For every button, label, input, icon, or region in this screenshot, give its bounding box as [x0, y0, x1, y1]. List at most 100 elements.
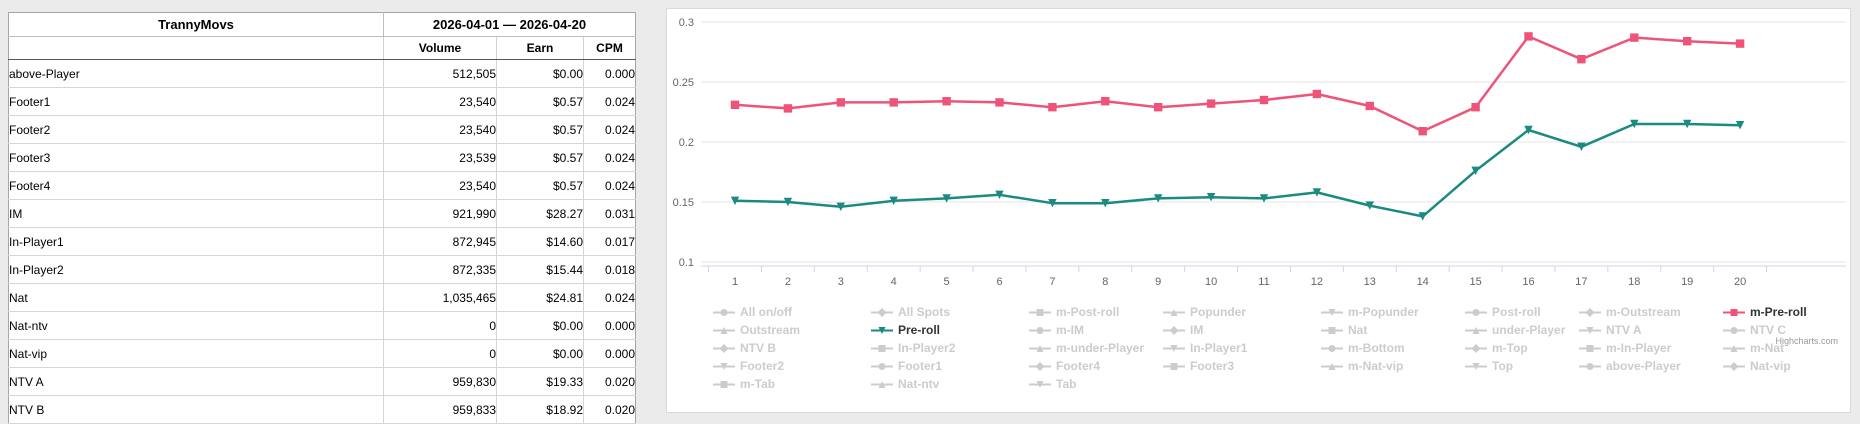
legend-label: Top — [1492, 359, 1514, 373]
legend-label: NTV A — [1606, 323, 1642, 337]
legend-item[interactable]: Nat — [1321, 321, 1465, 339]
legend-marker-triangle-icon — [1723, 344, 1745, 352]
legend-item[interactable]: NTV B — [713, 339, 871, 357]
legend-item[interactable]: m-Nat — [1723, 339, 1843, 357]
legend-item[interactable]: m-IM — [1029, 321, 1163, 339]
date-range: 2026-04-01 — 2026-04-20 — [383, 12, 636, 37]
table-row: IM 921,990 $28.27 0.031 — [8, 199, 636, 228]
cell-volume: 1,035,465 — [383, 283, 497, 312]
legend-item[interactable]: Outstream — [713, 321, 871, 339]
legend-item[interactable]: Popunder — [1163, 303, 1321, 321]
legend-item[interactable]: Footer4 — [1029, 357, 1163, 375]
legend-item[interactable]: Footer1 — [871, 357, 1029, 375]
legend-item[interactable]: Nat-ntv — [871, 375, 1029, 393]
cell-earn: $14.60 — [496, 227, 584, 256]
legend-marker-triangle-down-icon — [1163, 344, 1185, 352]
table-row: In-Player1 872,945 $14.60 0.017 — [8, 227, 636, 256]
legend-label: Footer4 — [1056, 359, 1101, 373]
legend-label: m-Outstream — [1606, 305, 1681, 319]
svg-text:0.25: 0.25 — [673, 77, 694, 89]
legend-marker-triangle-icon — [1321, 362, 1343, 370]
table-row: Footer4 23,540 $0.57 0.024 — [8, 171, 636, 200]
cell-name: NTV B — [8, 395, 384, 424]
cell-name: Footer1 — [8, 87, 384, 116]
legend-item[interactable]: In-Player1 — [1163, 339, 1321, 357]
chart-legend: All on/off All Spots m-Post-roll Popunder m-… — [713, 303, 1843, 393]
legend-item[interactable]: m-Post-roll — [1029, 303, 1163, 321]
cell-volume: 23,539 — [383, 143, 497, 172]
svg-text:0.1: 0.1 — [679, 257, 694, 269]
legend-item[interactable]: Top — [1465, 357, 1579, 375]
legend-marker-diamond-icon — [871, 307, 893, 317]
legend-item[interactable]: m-Nat-vip — [1321, 357, 1465, 375]
cell-cpm: 0.024 — [582, 283, 636, 312]
cell-cpm: 0.024 — [582, 171, 636, 200]
legend-item[interactable]: above-Player — [1579, 357, 1723, 375]
legend-marker-triangle-icon — [1029, 344, 1051, 352]
svg-text:11: 11 — [1258, 276, 1269, 288]
chart-panel: 0.1 0.15 0.2 0.25 0.3 1 2 3 4 5 6 7 8 9 10 11 12 13 14 15 16… — [666, 8, 1851, 413]
cell-volume: 959,830 — [383, 367, 497, 396]
legend-item[interactable]: NTV C — [1723, 321, 1843, 339]
svg-text:16: 16 — [1522, 276, 1534, 288]
legend-marker-circle-icon — [871, 362, 893, 370]
cell-name: Footer2 — [8, 115, 384, 144]
cell-cpm: 0.000 — [582, 311, 636, 340]
legend-item[interactable]: In-Player2 — [871, 339, 1029, 357]
cell-volume: 959,833 — [383, 395, 497, 424]
legend-item[interactable]: m-Popunder — [1321, 303, 1465, 321]
legend-marker-triangle-icon — [871, 380, 893, 388]
cell-volume: 23,540 — [383, 87, 497, 116]
legend-item[interactable]: m-under-Player — [1029, 339, 1163, 357]
legend-label: All on/off — [740, 305, 792, 319]
legend-item[interactable]: Pre-roll — [871, 321, 1029, 339]
legend-item[interactable]: Nat-vip — [1723, 357, 1843, 375]
cell-volume: 23,540 — [383, 115, 497, 144]
legend-item[interactable]: Footer2 — [713, 357, 871, 375]
svg-text:7: 7 — [1049, 276, 1055, 288]
table-row: NTV A 959,830 $19.33 0.020 — [8, 367, 636, 396]
table-row: Nat 1,035,465 $24.81 0.024 — [8, 283, 636, 312]
svg-text:1: 1 — [732, 276, 738, 288]
cell-volume: 0 — [383, 311, 497, 340]
col-header-name — [8, 36, 384, 60]
svg-text:10: 10 — [1205, 276, 1217, 288]
cell-earn: $0.57 — [496, 171, 584, 200]
cell-volume: 921,990 — [383, 199, 497, 228]
legend-item[interactable]: m-Pre-roll — [1723, 303, 1843, 321]
legend-item[interactable]: Post-roll — [1465, 303, 1579, 321]
legend-label: Footer3 — [1190, 359, 1235, 373]
svg-text:19: 19 — [1681, 276, 1693, 288]
svg-text:9: 9 — [1155, 276, 1161, 288]
legend-item[interactable]: m-Tab — [713, 375, 871, 393]
svg-text:17: 17 — [1575, 276, 1587, 288]
legend-label: Footer2 — [740, 359, 785, 373]
svg-text:0.15: 0.15 — [673, 197, 694, 209]
legend-label: m-Pre-roll — [1750, 305, 1807, 319]
legend-item[interactable]: under-Player — [1465, 321, 1579, 339]
legend-marker-triangle-down-icon — [1029, 380, 1051, 388]
svg-text:20: 20 — [1734, 276, 1746, 288]
legend-label: m-Tab — [740, 377, 776, 391]
cell-cpm: 0.000 — [582, 339, 636, 368]
highcharts-credit-link[interactable]: Highcharts.com — [1775, 336, 1838, 346]
table-row: NTV B 959,833 $18.92 0.020 — [8, 395, 636, 424]
cell-earn: $28.27 — [496, 199, 584, 228]
svg-text:6: 6 — [996, 276, 1002, 288]
legend-marker-square-icon — [1579, 344, 1601, 352]
cell-volume: 23,540 — [383, 171, 497, 200]
cell-name: Footer3 — [8, 143, 384, 172]
legend-label: m-Nat — [1750, 341, 1785, 355]
legend-item[interactable]: NTV A — [1579, 321, 1723, 339]
legend-item[interactable]: Footer3 — [1163, 357, 1321, 375]
legend-item[interactable]: m-Top — [1465, 339, 1579, 357]
legend-item[interactable]: All Spots — [871, 303, 1029, 321]
legend-item[interactable]: m-Outstream — [1579, 303, 1723, 321]
legend-item[interactable]: IM — [1163, 321, 1321, 339]
legend-item[interactable]: m-Bottom — [1321, 339, 1465, 357]
legend-item[interactable]: Tab — [1029, 375, 1163, 393]
legend-label: Pre-roll — [898, 323, 941, 337]
legend-item[interactable]: m-In-Player — [1579, 339, 1723, 357]
legend-item[interactable]: All on/off — [713, 303, 871, 321]
svg-text:3: 3 — [838, 276, 844, 288]
